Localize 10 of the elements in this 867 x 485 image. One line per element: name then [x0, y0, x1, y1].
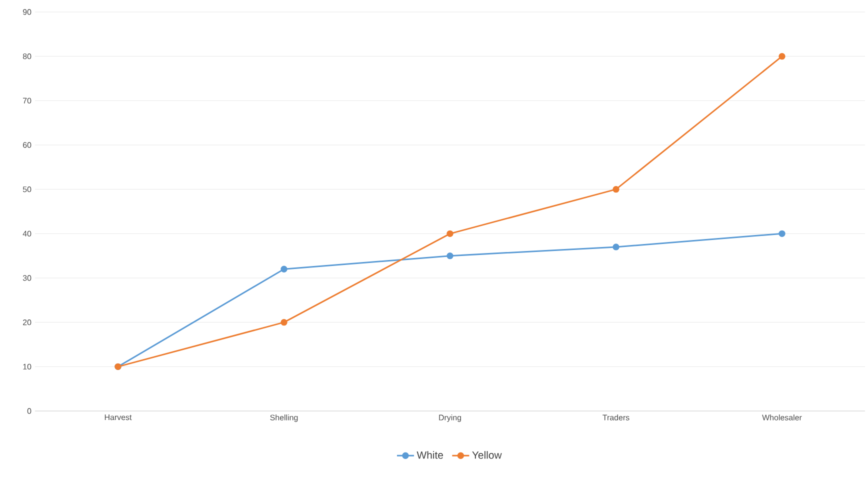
- point: [612, 244, 620, 250]
- point: [280, 266, 288, 272]
- point: [446, 230, 454, 238]
- point: [778, 52, 786, 60]
- legend-label: White: [416, 451, 443, 459]
- legend-label: Yellow: [472, 451, 502, 459]
- point: [446, 252, 454, 260]
- point: [280, 318, 288, 326]
- point: [778, 230, 786, 238]
- point: [612, 186, 620, 193]
